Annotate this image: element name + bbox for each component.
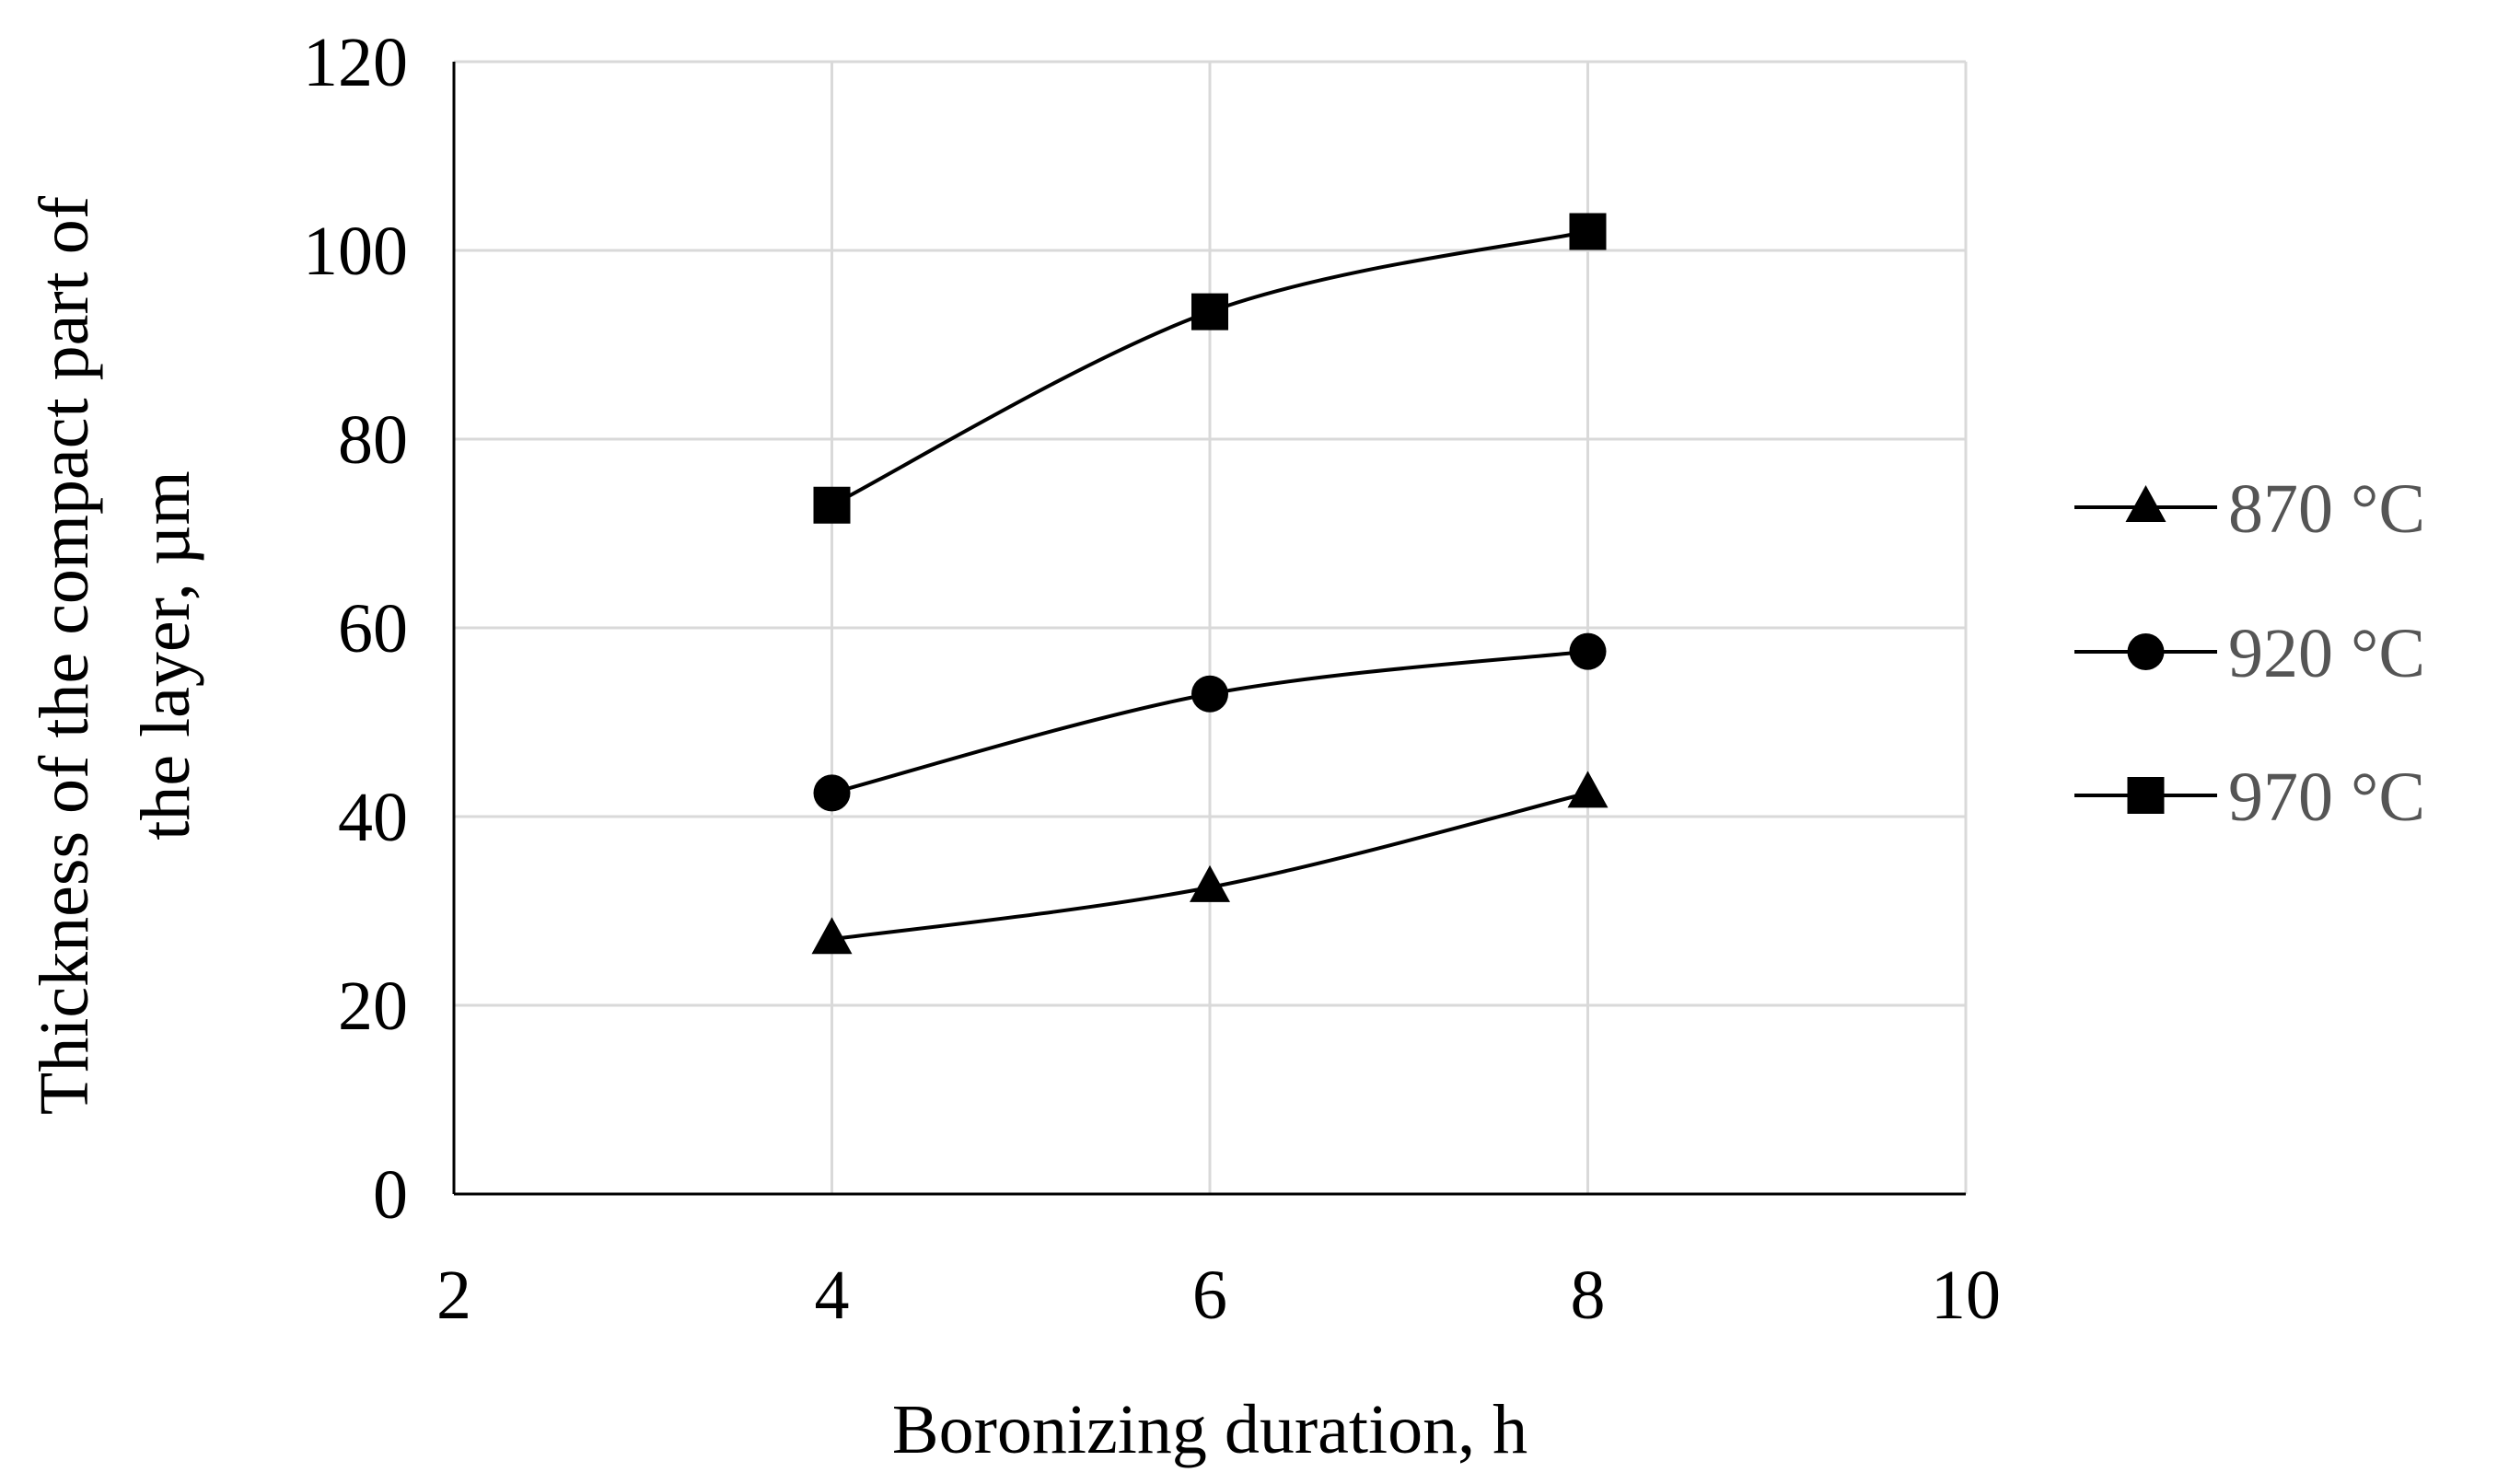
y-tick-label: 40: [338, 779, 408, 856]
y-axis-title-line-2: the layer, µm: [127, 470, 204, 841]
y-tick-label: 60: [338, 590, 408, 667]
x-tick-label: 10: [1931, 1257, 2001, 1334]
y-tick-label: 20: [338, 968, 408, 1045]
grid: [454, 60, 1968, 1194]
data-point-920C: [813, 774, 851, 812]
legend-marker: [2125, 485, 2166, 522]
legend-marker: [2127, 633, 2165, 670]
legend-label: 970 °C: [2228, 759, 2425, 836]
x-tick-label: 2: [436, 1257, 471, 1334]
series: [811, 213, 1609, 955]
y-tick-label: 0: [373, 1156, 408, 1234]
data-point-870C: [1190, 864, 1230, 902]
legend-marker: [2127, 777, 2165, 814]
y-tick-label: 80: [338, 401, 408, 479]
x-axis-title: Boronizing duration, h: [892, 1391, 1527, 1468]
data-point-920C: [1191, 675, 1228, 713]
legend: 870 °C 920 °C 970 °C: [2074, 470, 2425, 836]
y-tick-label: 100: [303, 213, 408, 290]
legend-label: 870 °C: [2228, 470, 2425, 548]
axis-titles: Boronizing duration, h Thickness of the …: [26, 195, 1527, 1468]
x-tick-label: 8: [1571, 1257, 1606, 1334]
series-920C: [813, 632, 1607, 812]
series-870C: [811, 771, 1609, 955]
legend-item-970C: 970 °C: [2074, 759, 2425, 836]
legend-label: 920 °C: [2228, 615, 2425, 692]
tick-labels: 0 20 40 60 80 100 120 2 4 6 8 10: [303, 24, 2001, 1334]
data-point-920C: [1569, 632, 1607, 670]
data-point-870C: [1567, 771, 1609, 808]
x-tick-label: 4: [815, 1257, 850, 1334]
data-point-970C: [813, 486, 851, 524]
legend-item-870C: 870 °C: [2074, 470, 2425, 548]
y-tick-label: 120: [303, 24, 408, 101]
axes: [452, 62, 1966, 1196]
data-point-970C: [1569, 213, 1607, 250]
y-axis-title-line-1: Thickness of the compact part of: [26, 195, 103, 1115]
data-point-870C: [811, 917, 853, 955]
x-tick-label: 6: [1192, 1257, 1227, 1334]
legend-item-920C: 920 °C: [2074, 615, 2425, 692]
data-point-970C: [1191, 293, 1228, 330]
series-970C: [813, 213, 1607, 524]
